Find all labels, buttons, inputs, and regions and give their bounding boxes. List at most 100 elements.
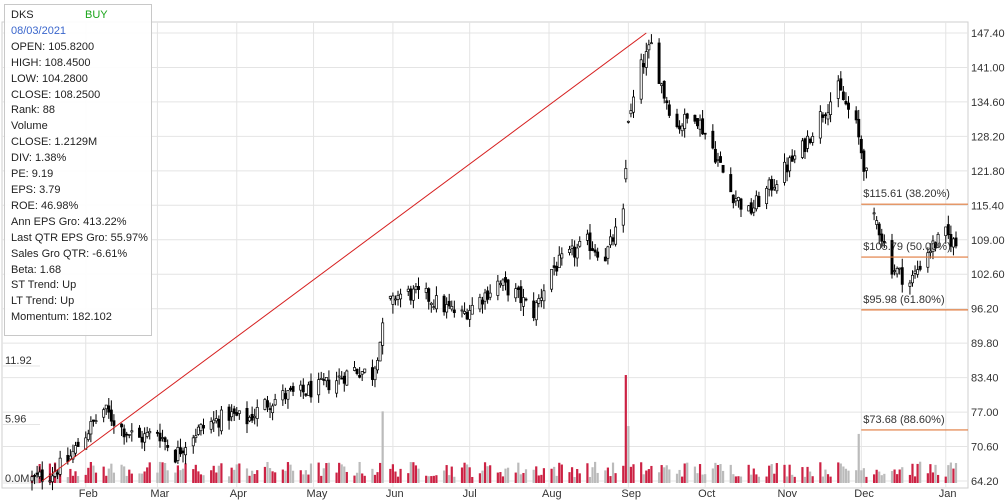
volume-bar (466, 464, 469, 483)
volume-bar (793, 476, 796, 483)
candle-body (624, 168, 628, 180)
candle-body (514, 288, 518, 299)
candle-body (273, 399, 277, 406)
candle-body (452, 309, 456, 314)
volume-bar (125, 475, 128, 483)
candle-body (713, 148, 717, 163)
candle-body (158, 432, 162, 442)
volume-bar (911, 463, 914, 483)
candle-body (928, 250, 932, 253)
candle-body (381, 322, 385, 346)
candle-body (719, 156, 722, 163)
price-tick-label: 89.80 (971, 338, 999, 350)
volume-bar (481, 470, 484, 483)
candlesticks (30, 34, 958, 491)
candle-body (662, 80, 666, 99)
quote-info-box: DKS BUY 08/03/2021 OPEN: 105.8200 HIGH: 1… (4, 4, 152, 336)
quote-stat-line: ROE: 46.98% (11, 199, 79, 212)
candle-body (202, 425, 205, 429)
volume-bar (765, 476, 768, 483)
volume-bar (230, 467, 233, 483)
candle-body (859, 138, 863, 154)
candle-body (911, 274, 914, 284)
volume-bar (399, 468, 402, 483)
volume-bar (944, 476, 947, 483)
candle-body (291, 386, 295, 392)
candle-body (283, 393, 287, 400)
candle-body (749, 202, 753, 214)
candle-body (342, 375, 346, 384)
candle-body (800, 140, 804, 158)
volume-bar (284, 470, 287, 483)
candle-body (591, 248, 594, 251)
volume-bar (412, 462, 415, 483)
candle-body (481, 299, 484, 305)
candle-body (757, 195, 761, 208)
volume-bar (898, 469, 901, 483)
candle-body (731, 194, 735, 204)
volume-bar (532, 469, 535, 483)
volume-bar (192, 469, 195, 483)
quote-stat-line: Momentum: 182.102 (11, 311, 112, 324)
volume-bar (156, 472, 159, 483)
volume-bar (76, 476, 80, 483)
candle-body (345, 370, 349, 386)
volume-bar (640, 462, 643, 483)
candle-body (839, 78, 843, 91)
candle-body (227, 406, 231, 421)
price-tick-label: 96.20 (971, 304, 999, 316)
candle-body (35, 472, 39, 475)
candle-body (808, 138, 812, 143)
volume-scale-label: 11.92 (5, 355, 32, 367)
candle-body (632, 96, 635, 113)
candle-body (250, 413, 254, 421)
volume-bar (251, 470, 254, 483)
signal-badge: BUY (85, 9, 108, 21)
price-tick-label: 102.60 (971, 269, 1005, 281)
volume-bar (857, 433, 860, 483)
candle-body (109, 409, 113, 422)
volume-bar (220, 463, 223, 483)
candle-body (355, 368, 359, 374)
candle-body (94, 420, 98, 423)
candle-body (145, 432, 149, 437)
candle-body (161, 437, 164, 439)
volume-bar (138, 473, 141, 483)
quote-stat-line: Last QTR EPS Gro: 55.97% (11, 231, 148, 244)
volume-bar (686, 462, 689, 483)
candle-body (593, 249, 597, 253)
volume-bar (427, 476, 430, 483)
candle-body (675, 113, 679, 128)
volume-bar (606, 467, 610, 483)
volume-bar (363, 475, 366, 483)
volume-bar (555, 475, 558, 483)
candle-body (542, 290, 546, 302)
candle-body (163, 437, 167, 443)
month-label: Aug (542, 488, 562, 500)
volume-bar (217, 465, 220, 483)
month-label: Oct (698, 488, 715, 500)
candle-body (913, 270, 917, 274)
candle-body (391, 295, 395, 305)
quote-stat-line: CLOSE: 108.2500 (11, 88, 101, 101)
volume-bar (197, 471, 200, 483)
candle-body (450, 306, 454, 310)
volume-bar (627, 426, 630, 483)
volume-bar (146, 467, 149, 483)
volume-bar (266, 461, 269, 483)
candle-body (614, 226, 618, 245)
candle-body (847, 102, 850, 110)
month-label: Mar (150, 488, 169, 500)
candle-body (793, 155, 797, 160)
candle-body (701, 118, 705, 135)
volume-bar (371, 468, 374, 483)
volume-bar (238, 463, 241, 483)
candle-body (639, 59, 643, 100)
volume-bar (591, 467, 594, 483)
candle-body (532, 300, 536, 319)
volume-bar (878, 471, 881, 483)
candle-body (667, 104, 671, 116)
candle-body (882, 241, 886, 243)
volume-bar (248, 475, 251, 483)
volume-bar (919, 461, 922, 483)
